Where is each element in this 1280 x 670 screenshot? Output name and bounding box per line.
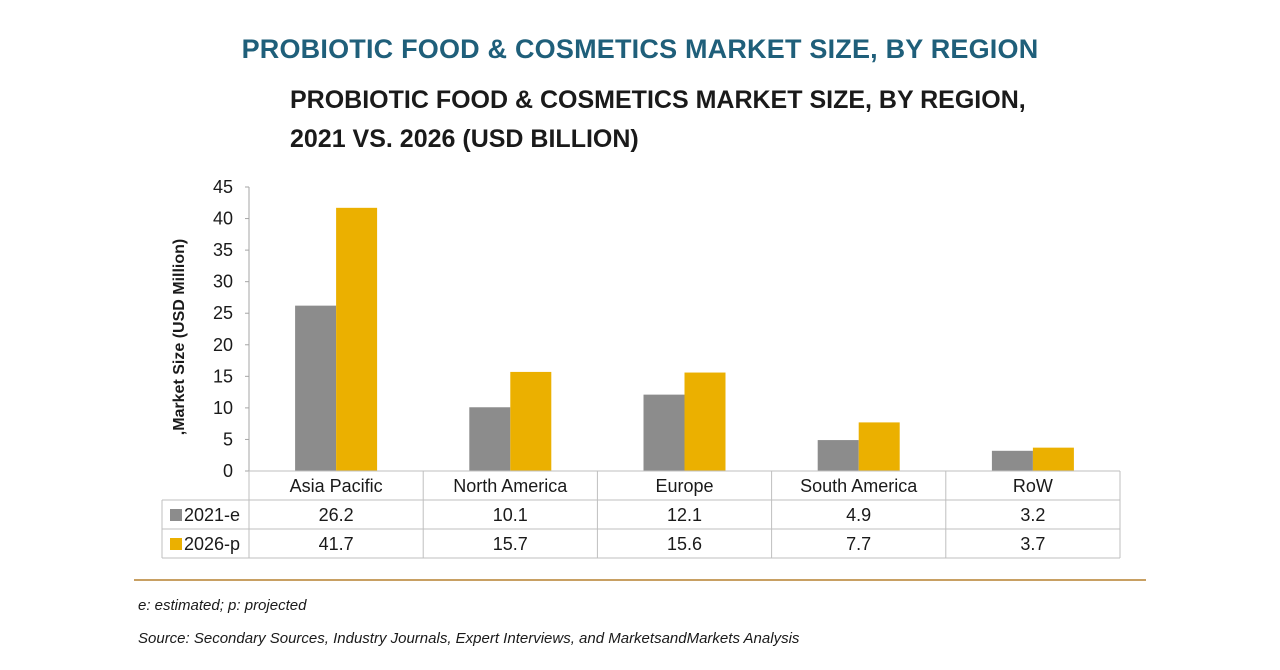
y-tick-label: 40 <box>213 209 233 229</box>
page-title: PROBIOTIC FOOD & COSMETICS MARKET SIZE, … <box>241 34 1039 64</box>
y-tick-label: 5 <box>223 429 233 449</box>
chart-subtitle-line-1: PROBIOTIC FOOD & COSMETICS MARKET SIZE, … <box>290 86 1026 114</box>
x-category-label: South America <box>800 476 918 496</box>
data-label: 7.7 <box>846 534 871 554</box>
data-label: 4.9 <box>846 505 871 525</box>
y-tick-label: 35 <box>213 240 233 260</box>
bar-2021-e <box>991 450 1033 471</box>
footnote: e: estimated; p: projected <box>138 597 307 614</box>
source-note: Source: Secondary Sources, Industry Jour… <box>138 630 800 647</box>
y-tick-label: 10 <box>213 398 233 418</box>
bar-2021-e <box>643 394 685 471</box>
data-label: 12.1 <box>667 505 702 525</box>
y-tick-label: 0 <box>223 461 233 481</box>
x-category-label: Asia Pacific <box>290 476 383 496</box>
data-label: 15.6 <box>667 534 702 554</box>
y-tick-label: 45 <box>213 177 233 197</box>
legend-label: 2026-p <box>184 534 240 554</box>
data-label: 10.1 <box>493 505 528 525</box>
y-tick-label: 30 <box>213 272 233 292</box>
bar-2021-e <box>295 305 337 471</box>
data-label: 41.7 <box>319 534 354 554</box>
bar-2026-p <box>858 422 900 471</box>
legend-swatch-2026-p <box>170 538 182 550</box>
x-category-label: RoW <box>1013 476 1053 496</box>
bar-2026-p <box>336 207 378 471</box>
bar-2021-e <box>469 407 511 471</box>
bar-2026-p <box>510 371 552 471</box>
data-label: 26.2 <box>319 505 354 525</box>
y-tick-label: 15 <box>213 366 233 386</box>
y-tick-label: 20 <box>213 335 233 355</box>
bar-2026-p <box>684 372 726 471</box>
bar-2026-p <box>1032 447 1074 471</box>
data-label: 3.7 <box>1020 534 1045 554</box>
y-axis-title: ,Market Size (USD Million) <box>171 239 188 435</box>
data-label: 15.7 <box>493 534 528 554</box>
data-label: 3.2 <box>1020 505 1045 525</box>
legend-label: 2021-e <box>184 505 240 525</box>
x-category-label: Europe <box>655 476 713 496</box>
legend-swatch-2021-e <box>170 509 182 521</box>
y-tick-label: 25 <box>213 303 233 323</box>
chart-subtitle-line-2: 2021 VS. 2026 (USD BILLION) <box>290 125 639 153</box>
bar-2021-e <box>817 440 859 471</box>
x-category-label: North America <box>453 476 568 496</box>
footer-divider <box>134 579 1146 581</box>
